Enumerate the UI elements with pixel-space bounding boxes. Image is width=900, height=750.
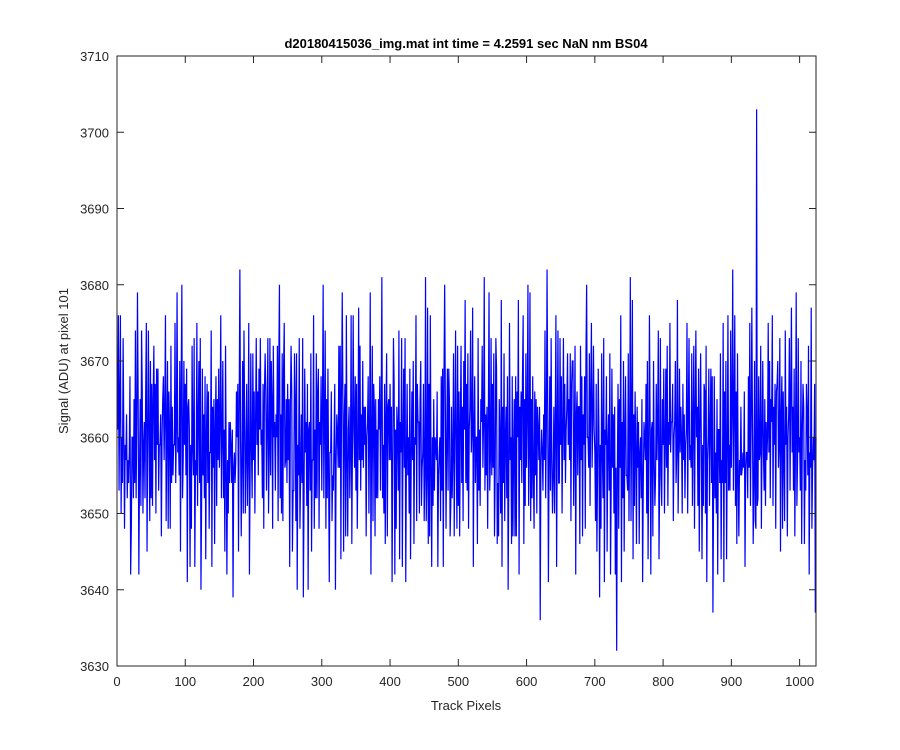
y-axis: 3630 3640 3650 3660 3670 3680 3690 3700 3710 (80, 49, 816, 674)
x-tick-label: 500 (447, 674, 469, 689)
x-axis: 0 100 200 300 400 500 600 700 800 900 1000 (113, 56, 814, 689)
series-layer (117, 109, 817, 651)
x-tick-label: 200 (243, 674, 265, 689)
y-axis-label: Signal (ADU) at pixel 101 (56, 288, 71, 434)
y-tick-label: 3630 (80, 659, 109, 674)
y-tick-label: 3640 (80, 583, 109, 598)
series-line (117, 109, 817, 651)
x-tick-label: 700 (584, 674, 606, 689)
x-tick-label: 0 (113, 674, 120, 689)
y-tick-label: 3660 (80, 430, 109, 445)
x-tick-label: 800 (652, 674, 674, 689)
x-tick-label: 600 (516, 674, 538, 689)
y-tick-label: 3670 (80, 354, 109, 369)
x-axis-label: Track Pixels (431, 698, 502, 713)
chart-title: d20180415036_img.mat int time = 4.2591 s… (284, 36, 648, 51)
x-tick-label: 100 (174, 674, 196, 689)
y-tick-label: 3650 (80, 507, 109, 522)
y-tick-label: 3700 (80, 125, 109, 140)
y-tick-label: 3710 (80, 49, 109, 64)
x-tick-label: 900 (721, 674, 743, 689)
y-tick-label: 3680 (80, 278, 109, 293)
x-tick-label: 1000 (785, 674, 814, 689)
y-tick-label: 3690 (80, 202, 109, 217)
x-tick-label: 400 (379, 674, 401, 689)
plot-area (117, 56, 816, 666)
x-tick-label: 300 (311, 674, 333, 689)
